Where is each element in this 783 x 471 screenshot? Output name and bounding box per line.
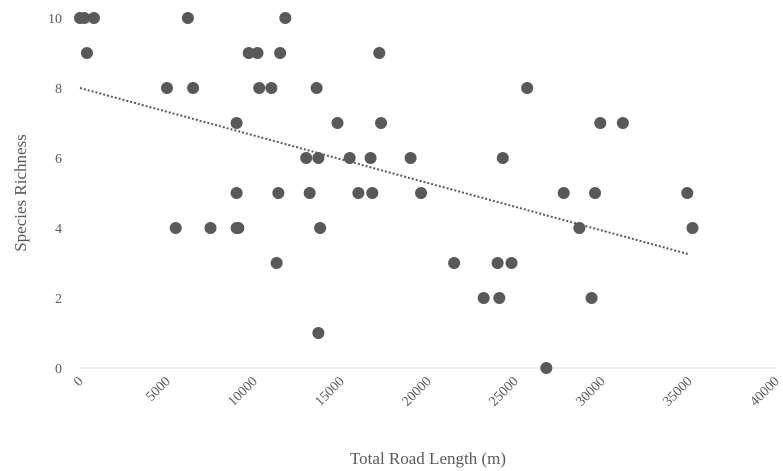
data-point <box>253 82 266 94</box>
data-point <box>303 187 316 199</box>
data-point <box>477 292 490 304</box>
y-tick-label: 0 <box>55 362 62 377</box>
data-point <box>204 222 217 234</box>
data-point <box>505 257 518 269</box>
data-point <box>521 82 534 94</box>
data-point <box>230 117 243 129</box>
data-point <box>375 117 388 129</box>
data-point <box>169 222 182 234</box>
trendline-group <box>79 87 690 256</box>
data-points <box>74 12 699 374</box>
data-point <box>415 187 428 199</box>
data-point <box>616 117 629 129</box>
data-point <box>331 117 344 129</box>
y-tick-label: 6 <box>55 152 62 167</box>
data-point <box>87 12 100 24</box>
data-point <box>343 152 356 164</box>
x-tick-label: 10000 <box>225 374 260 409</box>
data-point <box>557 187 570 199</box>
x-tick-label: 40000 <box>747 374 782 409</box>
y-tick-label: 8 <box>55 82 62 97</box>
data-point <box>686 222 699 234</box>
data-point <box>312 152 325 164</box>
data-point <box>230 187 243 199</box>
x-tick-label: 5000 <box>143 374 173 404</box>
data-point <box>80 47 93 59</box>
x-axis-title: Total Road Length (m) <box>350 449 506 468</box>
x-tick-label: 0 <box>71 374 87 390</box>
y-axis-title: Species Richness <box>11 134 30 252</box>
x-tick-label: 25000 <box>486 374 521 409</box>
data-point <box>573 222 586 234</box>
data-point <box>310 82 323 94</box>
data-point <box>681 187 694 199</box>
data-point <box>232 222 245 234</box>
data-point <box>274 47 287 59</box>
data-point <box>448 257 461 269</box>
x-tick-label: 30000 <box>573 374 608 409</box>
data-point <box>373 47 386 59</box>
data-point <box>589 187 602 199</box>
data-point <box>270 257 283 269</box>
trendline <box>79 87 690 256</box>
x-tick-label: 15000 <box>312 374 347 409</box>
data-point <box>364 152 377 164</box>
data-point <box>366 187 379 199</box>
data-point <box>540 362 553 374</box>
data-point <box>493 292 506 304</box>
data-point <box>265 82 278 94</box>
data-point <box>187 82 200 94</box>
y-tick-label: 10 <box>48 12 62 27</box>
data-point <box>161 82 173 94</box>
data-point <box>272 187 285 199</box>
data-point <box>300 152 313 164</box>
data-point <box>78 12 91 24</box>
data-point <box>279 12 292 24</box>
data-point <box>491 257 504 269</box>
x-tick-labels: 0 5000 10000 15000 20000 25000 30000 35000 40000 <box>71 374 783 409</box>
data-point <box>251 47 264 59</box>
data-point <box>242 47 255 59</box>
data-point <box>404 152 417 164</box>
data-point <box>312 327 325 339</box>
y-tick-label: 2 <box>55 292 62 307</box>
data-point <box>594 117 607 129</box>
y-tick-labels: 0 2 4 6 8 10 <box>48 12 62 377</box>
x-tick-label: 20000 <box>399 374 434 409</box>
y-tick-label: 4 <box>55 222 62 237</box>
data-point <box>585 292 598 304</box>
x-tick-label: 35000 <box>660 374 695 409</box>
data-point <box>181 12 194 24</box>
data-point <box>496 152 509 164</box>
data-point <box>352 187 365 199</box>
data-point <box>314 222 327 234</box>
